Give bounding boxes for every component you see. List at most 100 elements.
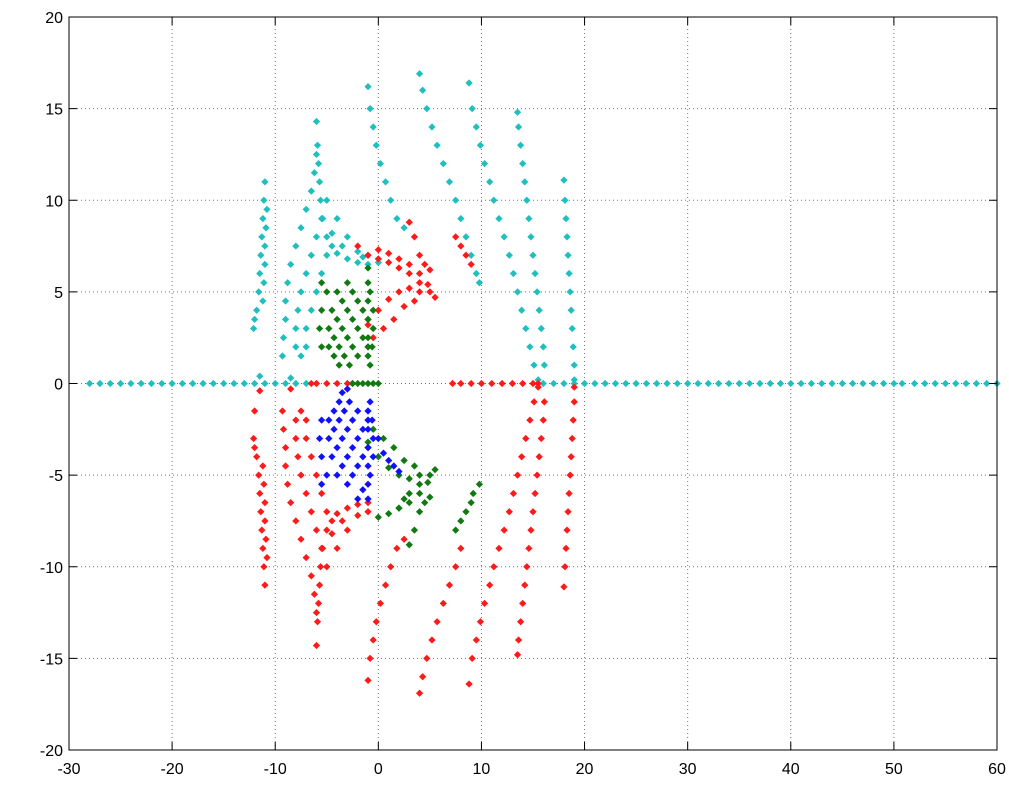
data-point <box>632 379 640 388</box>
data-point <box>526 343 534 351</box>
data-point <box>250 315 259 323</box>
data-point <box>292 324 300 333</box>
data-point <box>537 434 545 443</box>
data-point <box>259 544 267 553</box>
data-point <box>209 379 217 388</box>
data-point <box>366 105 374 113</box>
data-point <box>400 456 408 465</box>
data-point <box>374 246 382 254</box>
x-tick-label: 20 <box>576 761 594 778</box>
data-point <box>424 280 432 289</box>
data-point <box>335 361 343 369</box>
data-point <box>302 434 310 443</box>
data-point <box>287 374 295 382</box>
data-point <box>931 379 939 388</box>
data-point <box>330 352 338 360</box>
data-point <box>369 379 377 388</box>
data-point <box>580 379 589 388</box>
data-point <box>410 462 419 470</box>
data-point <box>431 293 439 301</box>
data-point <box>260 480 268 488</box>
data-point <box>333 444 341 452</box>
data-point <box>354 407 362 415</box>
data-point <box>526 416 534 424</box>
data-point <box>343 385 352 393</box>
data-point <box>505 508 513 516</box>
data-point <box>562 544 570 553</box>
data-point <box>385 258 393 267</box>
data-point <box>354 324 362 333</box>
data-point <box>312 150 321 159</box>
data-point <box>259 214 267 223</box>
data-point <box>312 379 321 388</box>
data-point <box>312 288 321 296</box>
data-point <box>323 508 331 516</box>
data-point <box>323 196 331 204</box>
data-point <box>323 526 331 534</box>
data-point <box>253 306 261 314</box>
data-point <box>307 379 315 388</box>
data-point <box>343 526 352 534</box>
data-point <box>379 449 388 457</box>
data-point <box>535 306 543 314</box>
data-point <box>359 306 367 314</box>
data-point <box>480 599 489 608</box>
data-point <box>257 508 265 516</box>
y-tick-label: -5 <box>49 468 63 485</box>
data-point <box>921 379 929 388</box>
series-blue <box>315 385 403 503</box>
tick-marks <box>68 16 998 751</box>
data-point <box>415 508 424 516</box>
data-point <box>366 471 374 479</box>
data-point <box>374 258 382 267</box>
data-point <box>310 169 319 177</box>
x-tick-label: 30 <box>679 761 697 778</box>
data-point <box>220 379 228 388</box>
data-point <box>445 178 454 186</box>
data-point <box>523 196 531 204</box>
data-point <box>261 242 269 250</box>
data-point <box>400 224 408 232</box>
data-point <box>525 214 533 223</box>
data-point <box>364 264 372 272</box>
data-point <box>315 324 324 333</box>
data-point <box>859 379 867 388</box>
data-point <box>343 334 352 342</box>
data-point <box>359 253 367 261</box>
data-point <box>323 563 331 571</box>
data-point <box>673 379 681 388</box>
data-point <box>278 352 287 360</box>
data-point <box>292 434 300 443</box>
data-point <box>333 509 341 518</box>
data-point <box>395 504 403 512</box>
data-point <box>415 251 424 259</box>
data-point <box>400 495 408 503</box>
data-point <box>307 508 315 516</box>
data-point <box>530 398 538 406</box>
data-point <box>376 599 385 608</box>
data-point <box>426 266 434 274</box>
data-point <box>379 324 388 333</box>
data-point <box>509 269 518 278</box>
data-point <box>328 229 336 237</box>
data-point <box>390 315 398 323</box>
data-point <box>369 123 377 131</box>
data-point <box>354 297 362 305</box>
data-point <box>330 407 338 415</box>
data-point <box>354 500 362 509</box>
data-point <box>431 466 439 474</box>
data-point <box>315 581 324 589</box>
data-point <box>385 509 393 518</box>
y-tick-labels: 20 15 10 5 0 -5 -10 -15 -20 <box>40 10 63 760</box>
data-point <box>561 196 569 204</box>
data-point <box>271 379 279 388</box>
data-point <box>797 379 805 388</box>
data-point <box>490 196 498 204</box>
y-tick-label: 10 <box>45 193 63 210</box>
data-point <box>465 680 473 688</box>
data-point <box>521 581 529 589</box>
data-point <box>714 379 723 388</box>
data-point <box>567 306 575 314</box>
data-point <box>514 636 523 644</box>
data-point <box>419 86 427 94</box>
